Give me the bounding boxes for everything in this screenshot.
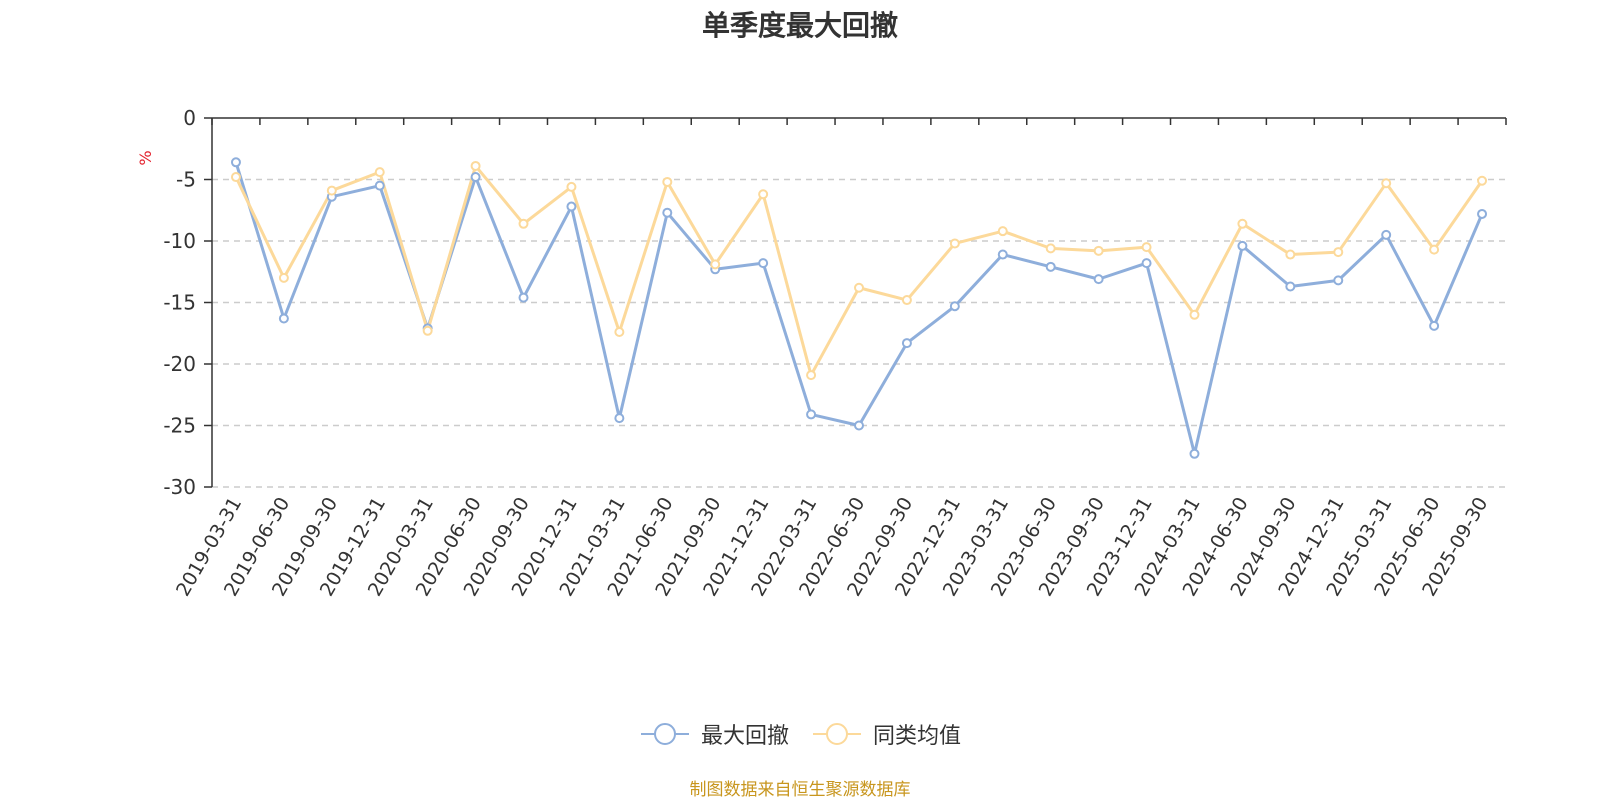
data-point[interactable] (518, 292, 529, 303)
data-point[interactable] (566, 201, 577, 212)
data-point[interactable] (1045, 261, 1056, 272)
data-point[interactable] (1237, 218, 1248, 229)
data-point[interactable] (278, 272, 289, 283)
legend-line-circle-icon (813, 723, 861, 745)
data-point[interactable] (1093, 274, 1104, 285)
legend-line-circle-icon (640, 723, 689, 745)
y-tick-label: -30 (163, 475, 196, 499)
data-point[interactable] (614, 327, 625, 338)
data-point[interactable] (1381, 178, 1392, 189)
data-point[interactable] (1429, 244, 1440, 255)
data-point[interactable] (470, 172, 481, 183)
data-point[interactable] (1285, 281, 1296, 292)
chart-title: 单季度最大回撤 (701, 9, 898, 42)
data-point[interactable] (854, 282, 864, 293)
series-line-0 (234, 161, 1484, 456)
data-point[interactable] (374, 180, 385, 191)
legend-label: 最大回撤 (700, 724, 789, 749)
data-point[interactable] (1429, 320, 1440, 331)
y-tick-label: -25 (163, 414, 196, 438)
data-point[interactable] (1189, 309, 1200, 320)
data-point[interactable] (1333, 247, 1344, 258)
data-point[interactable] (1381, 229, 1392, 240)
data-point[interactable] (997, 249, 1008, 260)
data-point[interactable] (1141, 258, 1152, 269)
data-point[interactable] (710, 259, 721, 270)
data-point[interactable] (1093, 245, 1104, 256)
data-point[interactable] (901, 338, 912, 349)
y-tick-label: -10 (163, 229, 196, 253)
axes (204, 117, 1507, 488)
data-point[interactable] (1333, 275, 1344, 286)
data-point[interactable] (278, 313, 289, 324)
data-point[interactable] (662, 207, 673, 218)
data-point[interactable] (1189, 448, 1200, 459)
data-point[interactable] (1141, 242, 1152, 253)
data-point[interactable] (422, 325, 433, 336)
data-point[interactable] (374, 167, 385, 178)
legend-label: 同类均值 (873, 724, 962, 749)
series-line-1 (234, 164, 1484, 377)
data-point[interactable] (806, 370, 817, 381)
data-point[interactable] (949, 238, 960, 249)
data-point[interactable] (614, 413, 625, 424)
data-point[interactable] (1285, 249, 1296, 260)
data-point[interactable] (901, 295, 912, 306)
data-point[interactable] (758, 189, 769, 200)
data-point[interactable] (566, 181, 577, 192)
data-point[interactable] (662, 176, 673, 187)
legend-item-1[interactable]: 同类均值 (811, 718, 961, 750)
y-tick-label: -5 (176, 168, 196, 192)
y-tick-label: -20 (163, 352, 196, 376)
data-point[interactable] (997, 226, 1008, 237)
data-point[interactable] (949, 301, 960, 312)
data-point[interactable] (518, 218, 529, 229)
series-lines (230, 157, 1488, 459)
gridlines (212, 178, 1506, 488)
data-point[interactable] (1477, 208, 1488, 219)
y-tick-label: -15 (163, 291, 196, 315)
y-axis-unit-label: % (136, 150, 155, 165)
data-point[interactable] (470, 160, 481, 171)
data-point[interactable] (1045, 243, 1056, 254)
legend-item-0[interactable]: 最大回撤 (639, 718, 789, 750)
source-note: 制图数据来自恒生聚源数据库 (689, 780, 911, 800)
data-point[interactable] (326, 185, 337, 196)
y-tick-label: 0 (183, 106, 196, 130)
data-point[interactable] (854, 420, 864, 431)
data-point[interactable] (1477, 175, 1488, 186)
data-point[interactable] (806, 409, 817, 420)
legend: 最大回撤 同类均值 (0, 718, 1600, 750)
data-point[interactable] (1237, 240, 1248, 251)
data-point[interactable] (230, 172, 241, 183)
data-point[interactable] (758, 258, 769, 269)
data-point[interactable] (230, 157, 241, 168)
